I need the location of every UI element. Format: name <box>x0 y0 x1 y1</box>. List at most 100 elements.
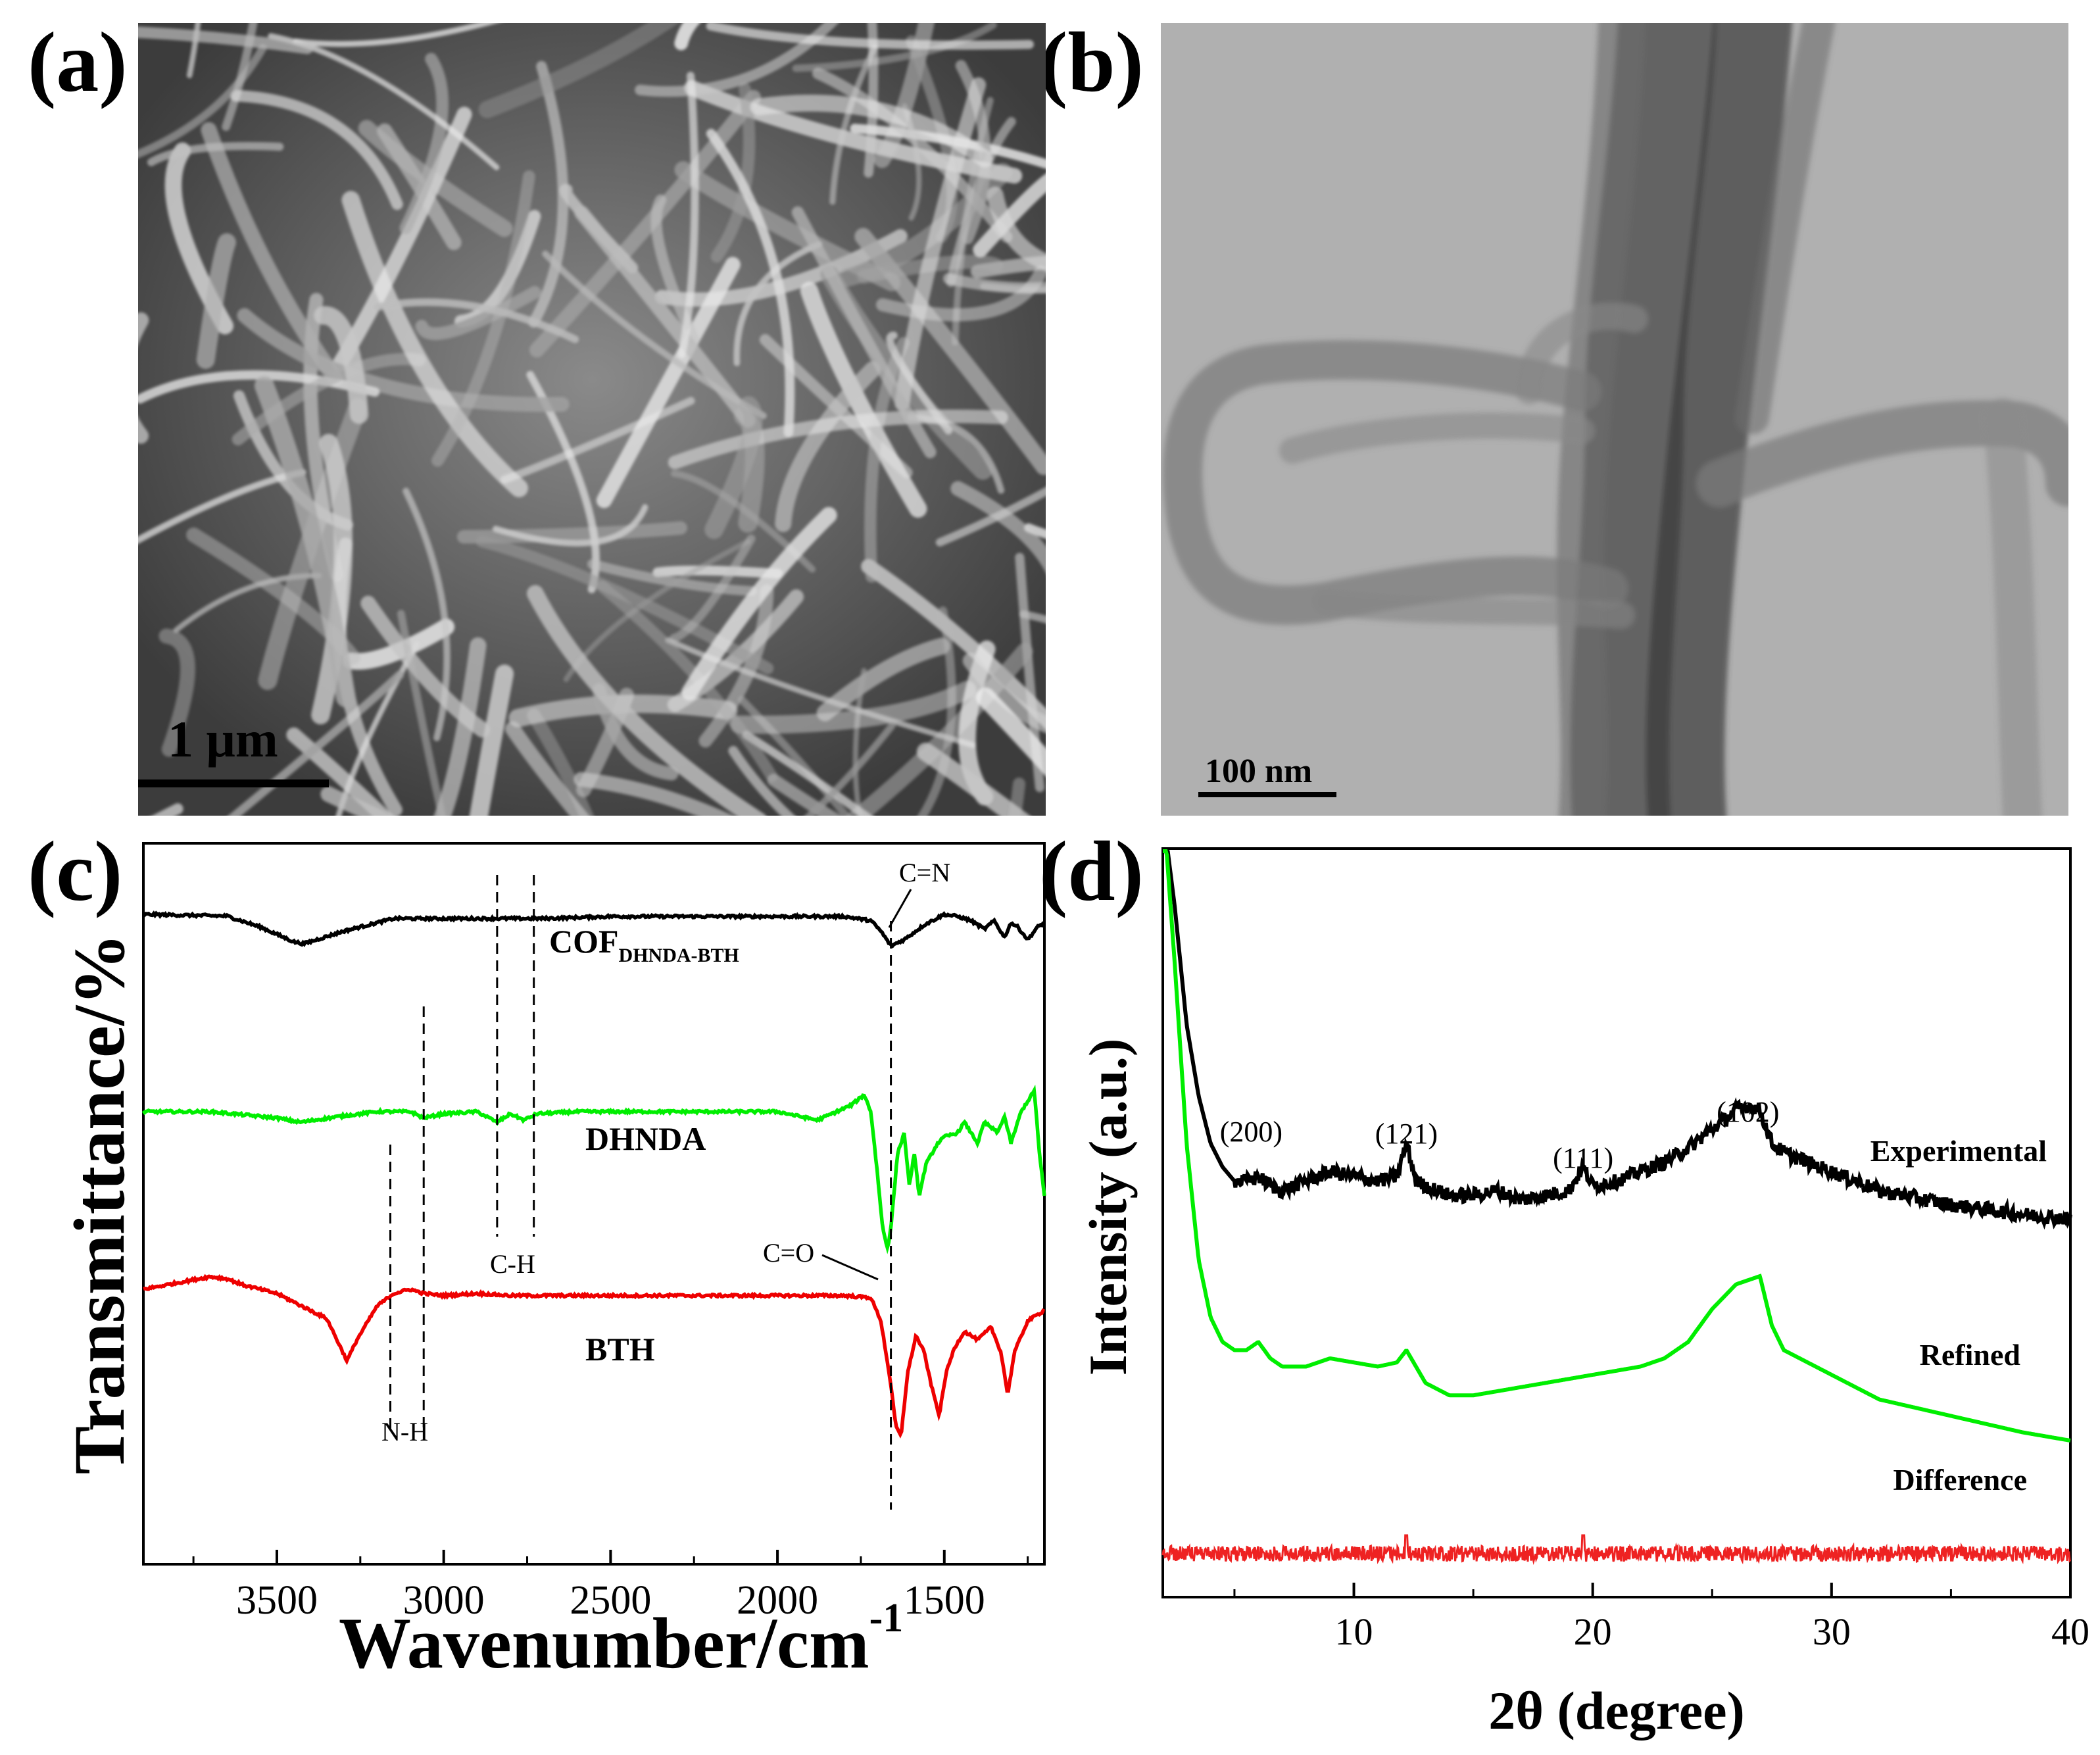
sem-fiber <box>159 628 195 757</box>
sem-fiber <box>987 186 1046 272</box>
scale-bar-a <box>138 779 329 787</box>
sem-fiber <box>332 107 472 372</box>
sem-fiber <box>574 772 733 816</box>
series-label-cof: COFDHNDA-BTH <box>549 923 739 966</box>
x-axis-label-c: Wavenumber/cm-1 <box>339 1596 903 1683</box>
sem-fiber <box>864 337 910 583</box>
sem-fiber <box>864 23 879 178</box>
sem-fiber <box>742 731 873 816</box>
x-tick-label-d: 10 <box>1335 1610 1373 1653</box>
x-tick-label-c: 3500 <box>236 1578 318 1623</box>
sem-fiber <box>791 206 937 458</box>
sem-fiber <box>138 370 380 404</box>
sem-fiber <box>670 534 756 643</box>
sem-fiber <box>433 637 487 816</box>
sem-fiber <box>399 53 449 235</box>
sem-fiber <box>293 23 498 47</box>
sem-fiber <box>706 128 795 437</box>
sem-fiber <box>196 233 236 369</box>
series-line-cof <box>142 910 1045 949</box>
sem-fiber <box>970 255 1046 279</box>
sem-fiber <box>975 687 1046 776</box>
scale-bar-label-a: 1 μm <box>168 710 278 768</box>
series-line-difference <box>1161 1534 2072 1566</box>
annotation-ch: C-H <box>490 1249 535 1279</box>
sem-fiber <box>320 786 395 816</box>
panel-d-letter: (d) <box>1039 824 1144 919</box>
sem-fiber <box>478 23 679 118</box>
annotation-cn: C=N <box>899 858 950 887</box>
sem-fiber <box>186 527 360 665</box>
scale-bar-label-b: 100 nm <box>1205 753 1313 790</box>
sem-fiber <box>916 743 1030 816</box>
y-axis-label-c: Transmittance/% <box>59 933 139 1475</box>
sem-fiber <box>469 664 514 816</box>
plot-frame-d <box>1161 847 2072 1598</box>
series-label-bth: BTH <box>585 1331 655 1368</box>
y-axis-label-d: Intensity (a.u.) <box>1078 1039 1138 1376</box>
sem-fiber <box>314 306 369 424</box>
annotation-nh: N-H <box>381 1417 428 1446</box>
series-label-difference: Difference <box>1893 1463 2027 1496</box>
sem-fiber <box>677 72 699 358</box>
sem-fiber <box>728 745 795 816</box>
sem-fiber <box>650 194 700 345</box>
annotation-co-pointer <box>821 1254 879 1281</box>
x-tick-label-c: 3000 <box>403 1578 485 1623</box>
x-tick-label-c: 1500 <box>904 1578 985 1623</box>
peak-label: (102) <box>1717 1096 1779 1128</box>
sem-fiber <box>431 170 535 467</box>
peak-label: (200) <box>1220 1116 1282 1148</box>
sem-fiber <box>767 774 842 816</box>
sem-fiber <box>704 396 763 539</box>
sem-fiber <box>138 468 306 544</box>
sem-fiber <box>759 334 913 479</box>
sem-fiber <box>886 332 952 435</box>
sem-fiber <box>374 298 579 343</box>
sem-fiber <box>698 584 774 748</box>
sem-texture <box>138 23 1046 816</box>
sem-fiber <box>526 370 600 593</box>
sem-fiber <box>733 241 823 366</box>
series-label-refined: Refined <box>1920 1338 2021 1372</box>
scale-bar-b <box>1198 792 1336 797</box>
sem-fiber <box>492 504 648 547</box>
series-label-dhnda: DHNDA <box>585 1120 706 1157</box>
sem-fiber <box>415 285 541 340</box>
sem-fiber <box>201 122 344 387</box>
sem-fiber <box>973 174 1046 258</box>
sem-fiber <box>254 376 356 708</box>
sem-fiber <box>652 565 783 579</box>
sem-fiber <box>816 637 950 722</box>
sem-fiber <box>500 397 695 484</box>
sem-fiber <box>674 23 700 51</box>
sem-fiber <box>681 507 837 701</box>
series-line-dhnda <box>141 1084 1046 1254</box>
sem-fiber <box>592 683 679 781</box>
sem-image <box>138 23 1046 816</box>
x-axis-label-d: 2θ (degree) <box>1488 1681 1745 1741</box>
sem-fiber <box>527 585 766 816</box>
sem-fiber <box>456 521 687 544</box>
sem-fiber <box>138 43 267 159</box>
sem-fiber <box>706 23 1034 50</box>
tem-image <box>1161 23 2068 816</box>
series-label-experimental: Experimental <box>1870 1134 2047 1168</box>
panel-c-letter: (c) <box>28 824 123 919</box>
sem-fiber <box>775 361 881 532</box>
sem-fiber <box>917 606 956 816</box>
series-line-bth <box>143 1273 1046 1439</box>
sem-fiber <box>875 265 1046 322</box>
x-tick-label-d: 40 <box>2051 1610 2089 1653</box>
sem-fiber <box>528 61 569 328</box>
sem-fiber <box>286 727 394 816</box>
annotation-co: C=O <box>763 1238 814 1268</box>
x-tick-label-c: 2500 <box>570 1578 651 1623</box>
sem-fiber <box>854 228 1046 476</box>
sem-fiber <box>950 481 1046 573</box>
sem-fiber <box>228 670 404 816</box>
peak-label: (121) <box>1375 1118 1438 1150</box>
panel-b-letter: (b) <box>1039 15 1144 110</box>
x-tick-label-d: 30 <box>1813 1610 1851 1653</box>
sem-fiber <box>403 487 451 741</box>
